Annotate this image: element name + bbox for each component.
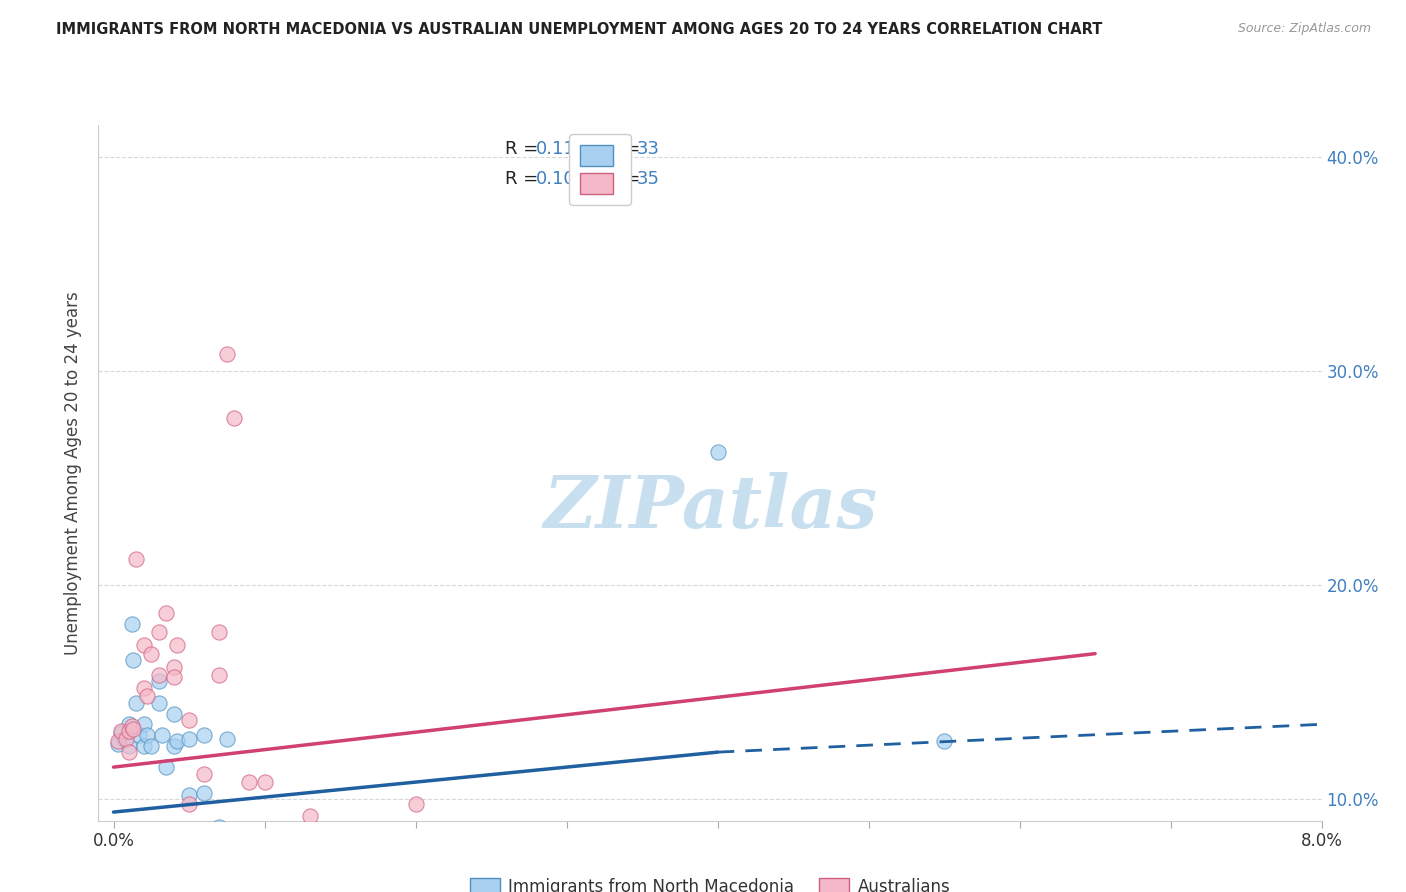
Point bbox=[208, 820, 231, 834]
Point bbox=[193, 786, 215, 800]
Point bbox=[238, 867, 260, 881]
Point bbox=[706, 445, 728, 459]
Point bbox=[177, 713, 200, 727]
Point bbox=[163, 670, 186, 684]
Point bbox=[208, 625, 231, 640]
Point bbox=[141, 647, 163, 661]
Point bbox=[148, 696, 170, 710]
Point bbox=[132, 638, 155, 652]
Point bbox=[132, 681, 155, 695]
Point bbox=[148, 625, 170, 640]
Point bbox=[148, 674, 170, 689]
Text: N =: N = bbox=[606, 140, 645, 158]
Point bbox=[122, 653, 145, 667]
Point bbox=[208, 668, 231, 682]
Point bbox=[298, 809, 321, 823]
Point bbox=[434, 839, 457, 854]
Text: IMMIGRANTS FROM NORTH MACEDONIA VS AUSTRALIAN UNEMPLOYMENT AMONG AGES 20 TO 24 Y: IMMIGRANTS FROM NORTH MACEDONIA VS AUSTR… bbox=[56, 22, 1102, 37]
Y-axis label: Unemployment Among Ages 20 to 24 years: Unemployment Among Ages 20 to 24 years bbox=[65, 291, 83, 655]
Text: 35: 35 bbox=[637, 170, 659, 188]
Point bbox=[141, 739, 163, 753]
Point bbox=[155, 606, 177, 620]
Text: 0.116: 0.116 bbox=[536, 140, 588, 158]
Point bbox=[110, 726, 132, 740]
Point bbox=[932, 734, 955, 748]
Point bbox=[117, 739, 139, 753]
Point bbox=[135, 728, 157, 742]
Point bbox=[114, 732, 136, 747]
Point bbox=[107, 737, 129, 751]
Point bbox=[122, 722, 145, 736]
Point bbox=[215, 347, 238, 361]
Point bbox=[166, 638, 188, 652]
Point bbox=[166, 734, 188, 748]
Point bbox=[121, 616, 143, 631]
Point bbox=[479, 850, 502, 864]
Point bbox=[112, 732, 135, 747]
Point bbox=[110, 723, 132, 738]
Text: 0.107: 0.107 bbox=[536, 170, 588, 188]
Point bbox=[117, 717, 139, 731]
Point bbox=[148, 668, 170, 682]
Legend: Immigrants from North Macedonia, Australians: Immigrants from North Macedonia, Austral… bbox=[463, 871, 957, 892]
Point bbox=[117, 723, 139, 738]
Text: R =: R = bbox=[505, 140, 544, 158]
Text: Source: ZipAtlas.com: Source: ZipAtlas.com bbox=[1237, 22, 1371, 36]
Point bbox=[253, 775, 276, 789]
Point bbox=[128, 728, 150, 742]
Point bbox=[125, 696, 148, 710]
Text: 33: 33 bbox=[637, 140, 659, 158]
Point bbox=[107, 734, 129, 748]
Point bbox=[132, 739, 155, 753]
Point bbox=[150, 728, 173, 742]
Point bbox=[405, 797, 427, 811]
Point bbox=[163, 739, 186, 753]
Point bbox=[177, 797, 200, 811]
Text: R =: R = bbox=[505, 170, 544, 188]
Point bbox=[224, 411, 246, 425]
Text: ZIPatlas: ZIPatlas bbox=[543, 472, 877, 543]
Point bbox=[269, 830, 291, 845]
Point bbox=[135, 690, 157, 704]
Point bbox=[208, 850, 231, 864]
Point bbox=[125, 552, 148, 566]
Point bbox=[177, 788, 200, 802]
Point bbox=[177, 732, 200, 747]
Point bbox=[238, 775, 260, 789]
Point bbox=[193, 766, 215, 780]
Point bbox=[121, 719, 143, 733]
Point bbox=[132, 717, 155, 731]
Point bbox=[163, 706, 186, 721]
Text: N =: N = bbox=[606, 170, 645, 188]
Point bbox=[224, 850, 246, 864]
Point bbox=[329, 861, 352, 875]
Point bbox=[155, 760, 177, 774]
Point bbox=[215, 732, 238, 747]
Point bbox=[163, 659, 186, 673]
Point bbox=[1084, 861, 1107, 875]
Point bbox=[555, 852, 578, 866]
Point bbox=[253, 861, 276, 875]
Point bbox=[117, 745, 139, 759]
Point bbox=[193, 728, 215, 742]
Point bbox=[284, 869, 307, 883]
